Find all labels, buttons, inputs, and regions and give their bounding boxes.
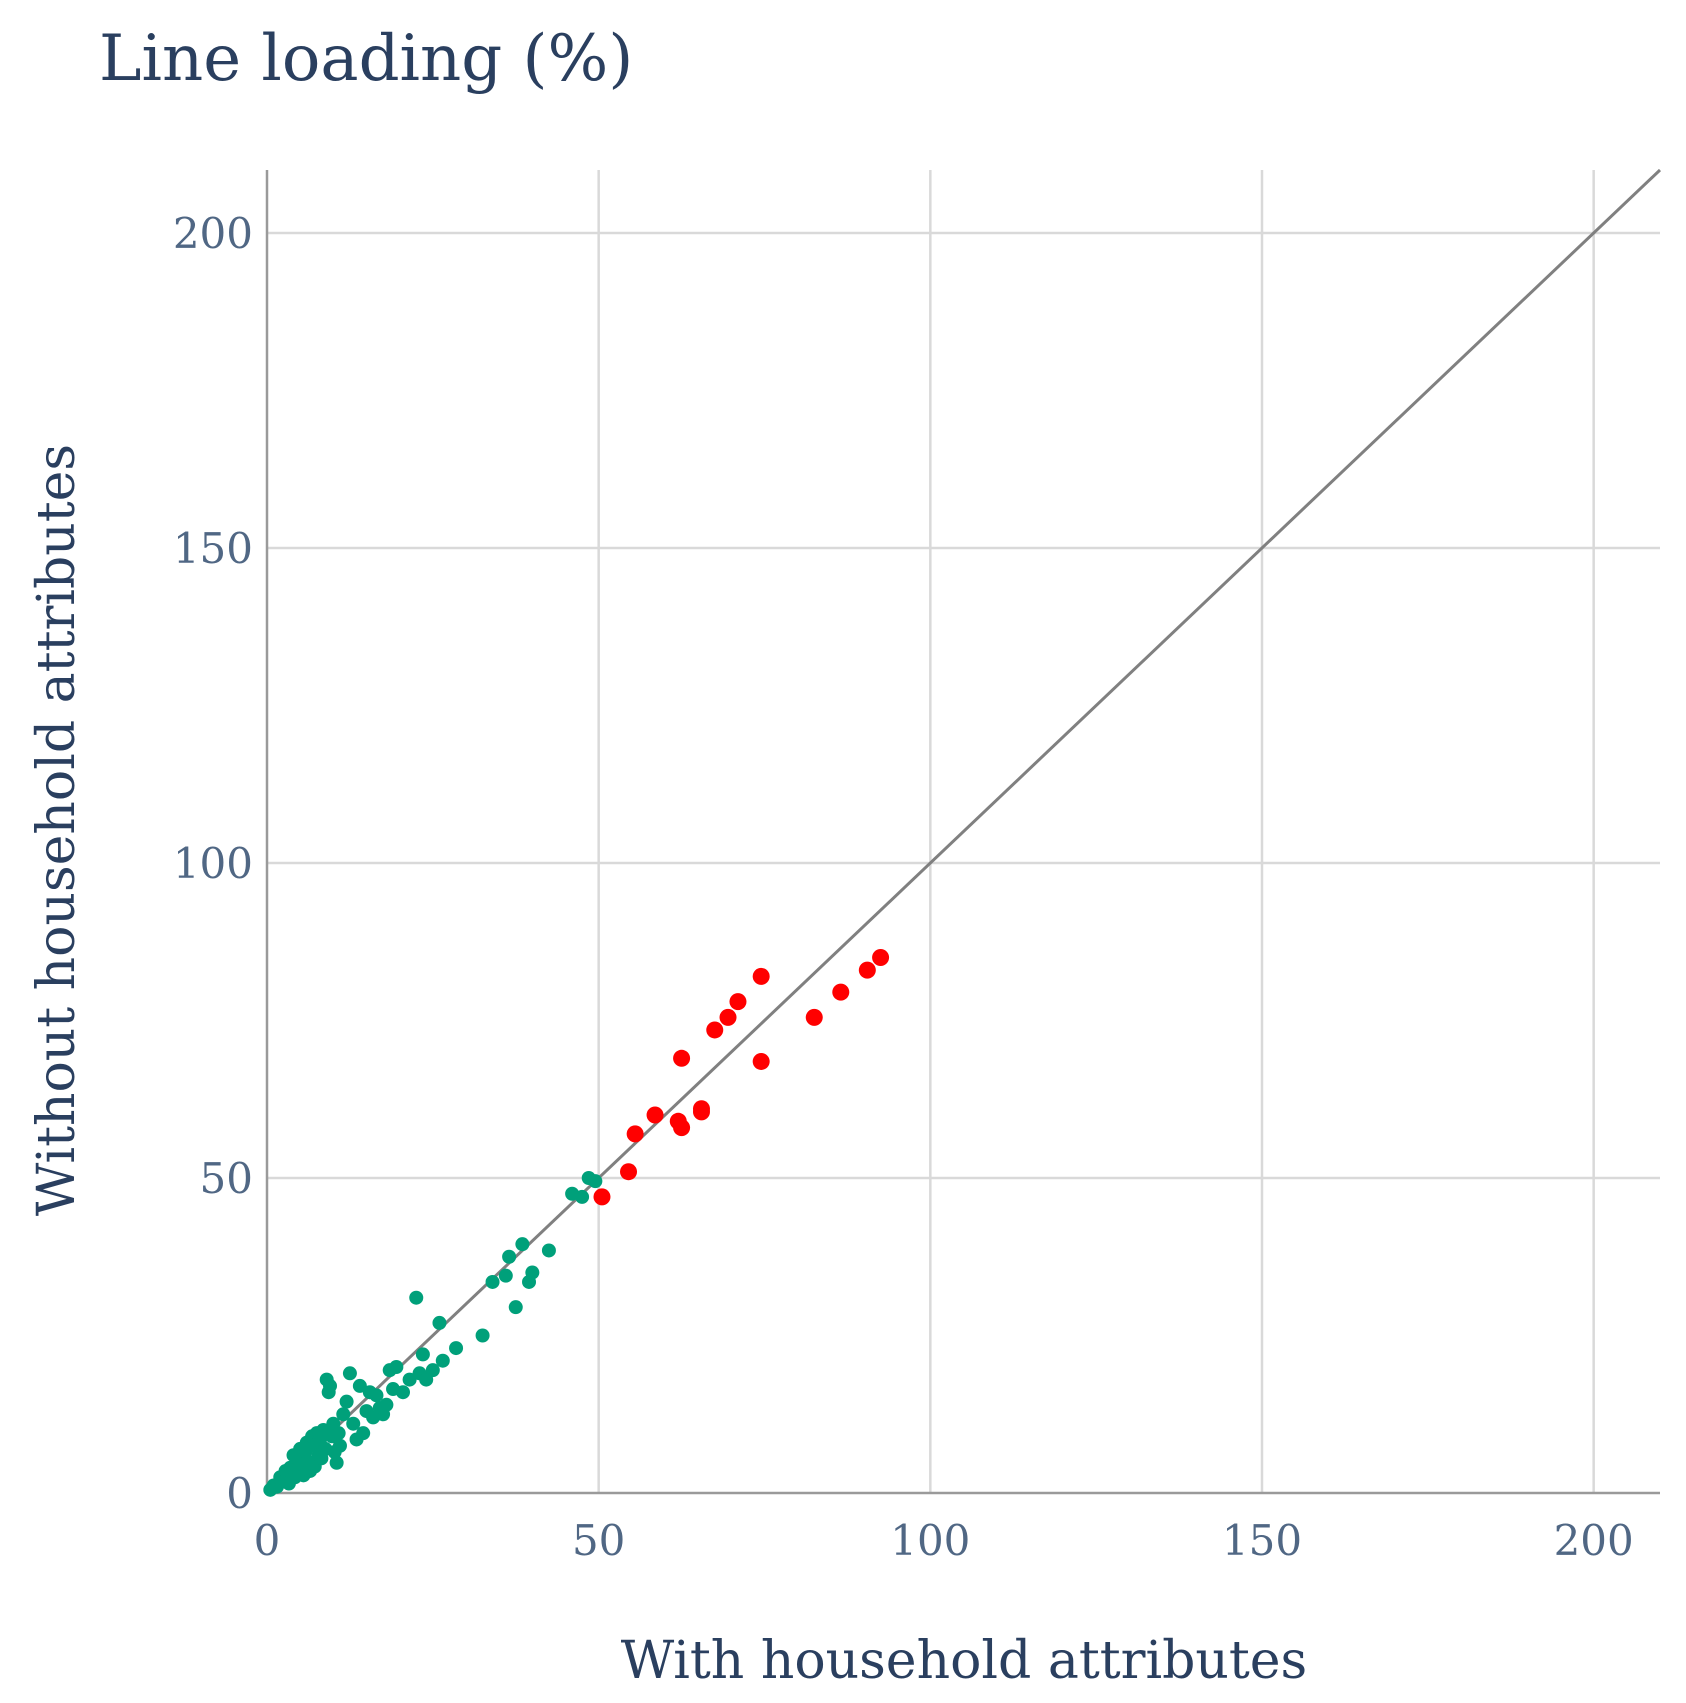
data-point	[508, 1300, 523, 1315]
y-tick-label: 50	[200, 1154, 253, 1203]
data-point	[485, 1274, 500, 1289]
data-point	[752, 1052, 770, 1070]
axes	[265, 170, 1660, 1495]
data-point	[449, 1341, 464, 1356]
data-point	[515, 1237, 530, 1252]
data-points	[263, 949, 890, 1497]
data-point	[805, 1008, 823, 1026]
reference-line	[265, 168, 1662, 1495]
x-tick-label: 150	[1222, 1516, 1302, 1565]
data-point	[832, 983, 850, 1001]
data-point	[342, 1366, 357, 1381]
data-point	[593, 1188, 611, 1206]
data-point	[475, 1328, 490, 1343]
y-tick-label: 100	[173, 839, 253, 888]
data-point	[719, 1008, 737, 1026]
x-tick-label: 50	[572, 1516, 625, 1565]
data-point	[575, 1189, 590, 1204]
data-point	[752, 967, 770, 985]
data-point	[673, 1119, 691, 1137]
data-point	[706, 1021, 724, 1039]
data-point	[588, 1174, 603, 1189]
reference-line-layer	[265, 168, 1662, 1495]
data-point	[415, 1347, 430, 1362]
data-point	[346, 1416, 361, 1431]
data-point	[498, 1268, 513, 1283]
data-point	[336, 1407, 351, 1422]
data-point	[395, 1385, 410, 1400]
data-point	[502, 1249, 517, 1264]
y-axis-title: Without household attributes	[27, 444, 87, 1216]
data-point	[673, 1049, 691, 1067]
y-tick-label: 150	[173, 524, 253, 573]
grid-lines	[267, 170, 1660, 1493]
data-point	[369, 1388, 384, 1403]
data-point	[872, 949, 890, 966]
data-point	[425, 1363, 440, 1378]
x-axis-title: With household attributes	[621, 1631, 1308, 1691]
x-tick-label: 0	[254, 1516, 281, 1565]
data-point	[729, 993, 747, 1011]
data-point	[329, 1455, 344, 1470]
y-tick-label: 200	[173, 209, 253, 258]
data-point	[379, 1397, 394, 1412]
data-point	[352, 1378, 367, 1393]
data-point	[389, 1360, 404, 1374]
data-point	[525, 1265, 540, 1280]
x-tick-label: 200	[1554, 1516, 1634, 1565]
data-point	[620, 1163, 638, 1181]
x-tick-label: 100	[890, 1516, 970, 1565]
data-point	[356, 1426, 371, 1441]
tick-labels: 0 50 100 150 200 0 50 100 150 200	[173, 209, 1634, 1565]
y-tick-label: 0	[226, 1469, 253, 1518]
data-point	[435, 1353, 450, 1368]
data-point	[858, 961, 876, 979]
data-point	[541, 1243, 556, 1258]
data-point	[626, 1125, 644, 1143]
data-point	[331, 1426, 346, 1441]
data-point	[692, 1100, 710, 1118]
data-point	[646, 1106, 664, 1124]
data-point	[402, 1372, 417, 1387]
chart-title: Line loading (%)	[99, 22, 633, 96]
data-point	[409, 1290, 424, 1305]
data-point	[332, 1438, 347, 1453]
data-point	[432, 1315, 447, 1330]
data-point	[323, 1378, 338, 1393]
data-point	[339, 1394, 354, 1409]
